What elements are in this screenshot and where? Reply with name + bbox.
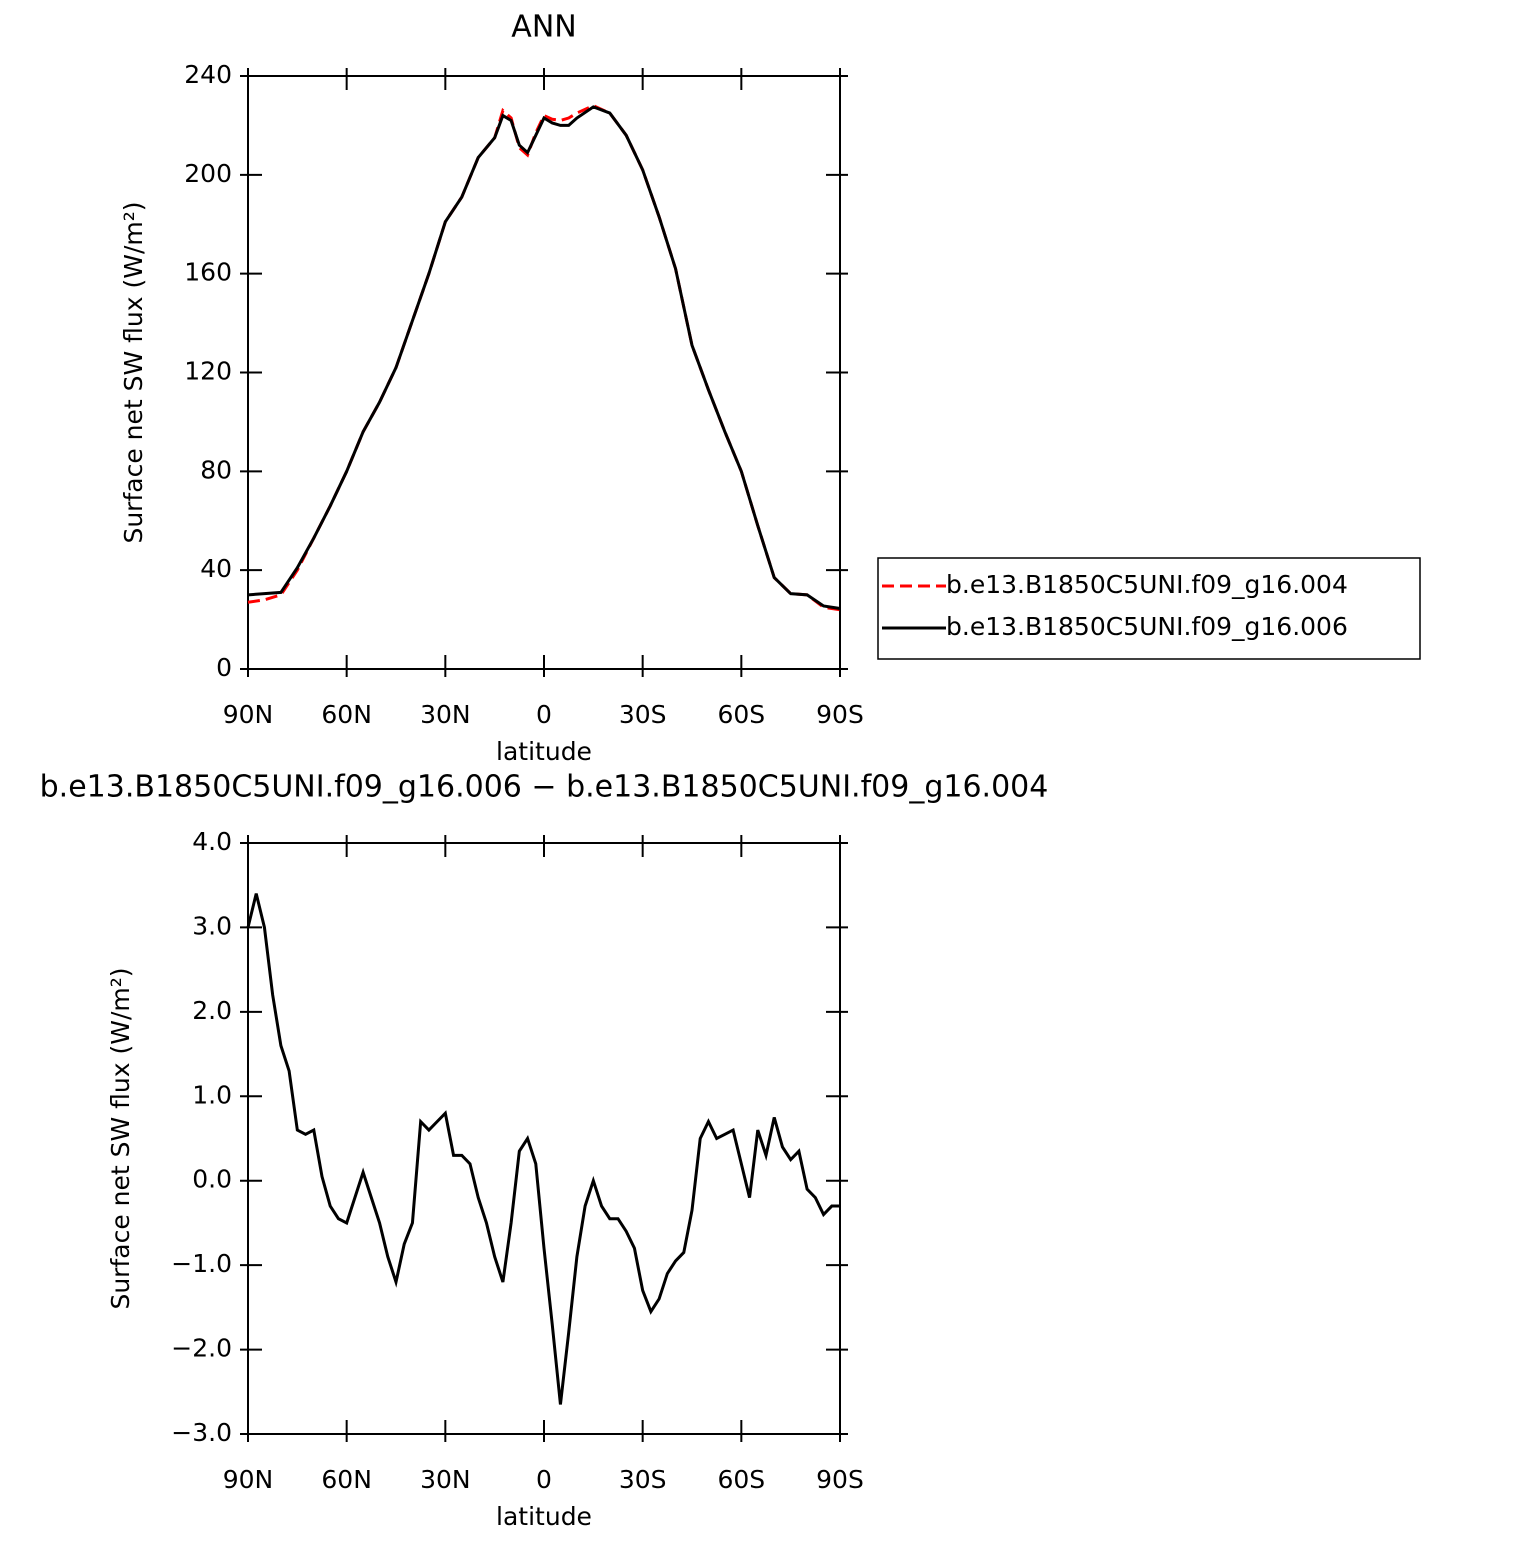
y-axis-label: Surface net SW flux (W/m²) [119,201,148,543]
legend-box [877,557,1421,660]
x-tick-label: 60S [717,1465,765,1494]
series-line [247,105,841,610]
x-tick-label: 90S [816,1465,864,1494]
legend-label: b.e13.B1850C5UNI.f09_g16.006 [946,612,1348,641]
legend-label: b.e13.B1850C5UNI.f09_g16.004 [946,570,1348,599]
y-tick-label: 2.0 [192,996,232,1025]
y-tick-label: 160 [184,258,232,287]
y-tick-label: −3.0 [171,1418,232,1447]
x-tick-label: 90S [816,700,864,729]
x-tick-label: 30S [619,1465,667,1494]
y-tick-label: 80 [200,455,232,484]
y-tick-label: 120 [184,357,232,386]
plot-frame [247,842,841,1435]
x-tick-label: 90N [223,700,274,729]
x-tick-label: 60N [321,1465,372,1494]
plot-frame [247,75,841,670]
x-tick-label: 0 [536,1465,552,1494]
x-tick-label: 30S [619,700,667,729]
y-tick-label: 1.0 [192,1080,232,1109]
y-tick-label: 200 [184,159,232,188]
x-tick-label: 0 [536,700,552,729]
x-tick-label: 30N [420,700,471,729]
chart-title: ANN [511,10,576,45]
x-tick-label: 30N [420,1465,471,1494]
y-tick-label: 4.0 [192,827,232,856]
x-tick-label: 60S [717,700,765,729]
y-tick-label: 3.0 [192,911,232,940]
x-tick-label: 90N [223,1465,274,1494]
y-tick-label: 0.0 [192,1165,232,1194]
y-tick-label: −2.0 [171,1334,232,1363]
series-line [246,893,840,1405]
x-axis-label: latitude [496,737,592,766]
chart-title: b.e13.B1850C5UNI.f09_g16.006 − b.e13.B18… [40,770,1049,805]
y-tick-label: −1.0 [171,1249,232,1278]
y-axis-label: Surface net SW flux (W/m²) [106,967,135,1309]
y-tick-label: 0 [216,653,232,682]
x-axis-label: latitude [496,1502,592,1531]
y-tick-label: 40 [200,554,232,583]
x-tick-label: 60N [321,700,372,729]
y-tick-label: 240 [184,60,232,89]
series-line [247,104,841,612]
